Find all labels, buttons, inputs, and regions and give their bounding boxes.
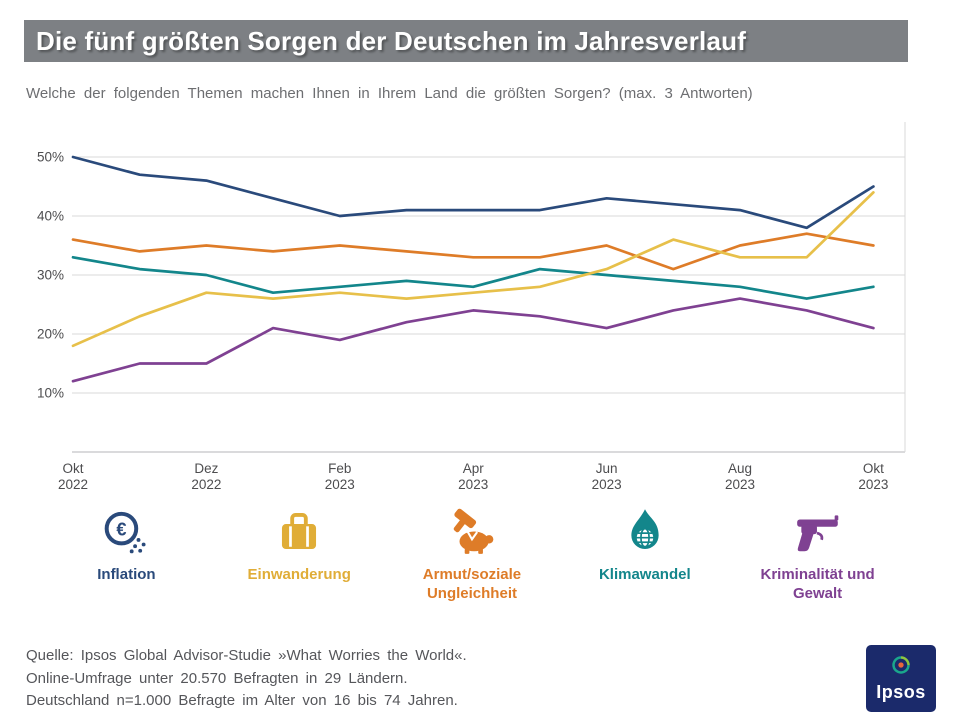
- ipsos-emblem-icon: [891, 655, 911, 680]
- y-tick-label: 50%: [37, 150, 64, 165]
- series-line: [71, 155, 875, 230]
- ipsos-logo-text: Ipsos: [876, 681, 926, 702]
- series-line: [71, 191, 875, 348]
- x-tick-month: Aug: [728, 461, 752, 476]
- source-line-3: Deutschland n=1.000 Befragte im Alter vo…: [26, 692, 458, 709]
- legend-item-einwanderung: Einwanderung: [213, 506, 386, 604]
- legend: € Inflation Einwanderung: [40, 506, 904, 604]
- x-tick-year: 2023: [325, 477, 355, 492]
- x-tick-month: Okt: [863, 461, 884, 476]
- series-line: [71, 255, 875, 300]
- page-title: Die fünf größten Sorgen der Deutschen im…: [24, 20, 908, 62]
- x-tick-year: 2022: [58, 477, 88, 492]
- x-tick-year: 2023: [592, 477, 622, 492]
- x-tick-year: 2023: [458, 477, 488, 492]
- suitcase-icon: [213, 506, 386, 558]
- page-title-text: Die fünf größten Sorgen der Deutschen im…: [36, 25, 747, 56]
- euro-coin-icon: €: [40, 506, 213, 558]
- legend-label-kriminalitaet: Kriminalität und Gewalt: [760, 566, 875, 602]
- x-tick-month: Jun: [596, 461, 618, 476]
- x-tick-year: 2022: [191, 477, 221, 492]
- x-tick-month: Dez: [194, 461, 218, 476]
- x-tick-month: Feb: [328, 461, 351, 476]
- legend-item-armut: Armut/soziale Ungleichheit: [386, 506, 559, 604]
- source-line-2: Online-Umfrage unter 20.570 Befragten in…: [26, 669, 408, 687]
- source-line-1: Quelle: Ipsos Global Advisor-Studie »Wha…: [26, 647, 467, 664]
- legend-item-kriminalitaet: Kriminalität und Gewalt: [731, 506, 904, 604]
- line-chart: 10% 20% 30% 40% 50% Okt 2022 Dez 2022 Feb 2023 Apr 2…: [24, 112, 936, 504]
- gavel-piggy-bank-icon: [386, 506, 559, 558]
- y-tick-label: 10%: [37, 386, 64, 401]
- x-tick-year: 2023: [725, 477, 755, 492]
- y-tick-label: 20%: [37, 327, 64, 342]
- legend-item-inflation: € Inflation: [40, 506, 213, 604]
- survey-question: Welche der folgenden Themen machen Ihnen…: [26, 85, 753, 102]
- series-line: [71, 232, 875, 271]
- line-chart-svg: 10%20%30%40%50%Okt2022Dez2022Feb2023Apr2…: [37, 122, 906, 492]
- flame-globe-icon: [558, 506, 731, 558]
- legend-label-klimawandel: Klimawandel: [598, 566, 691, 583]
- x-tick-month: Apr: [463, 461, 485, 476]
- x-tick-year: 2023: [858, 477, 888, 492]
- revolver-icon: [731, 506, 904, 558]
- legend-label-armut: Armut/soziale Ungleichheit: [422, 566, 522, 602]
- legend-label-einwanderung: Einwanderung: [247, 566, 351, 583]
- series-line: [71, 297, 875, 383]
- legend-label-inflation: Inflation: [97, 566, 156, 583]
- x-tick-month: Okt: [62, 461, 83, 476]
- svg-text:€: €: [117, 519, 127, 539]
- source-note: Quelle: Ipsos Global Advisor-Studie »Wha…: [26, 645, 467, 713]
- ipsos-logo: Ipsos: [866, 645, 936, 712]
- y-tick-label: 40%: [37, 209, 64, 224]
- y-tick-label: 30%: [37, 268, 64, 283]
- legend-item-klimawandel: Klimawandel: [558, 506, 731, 604]
